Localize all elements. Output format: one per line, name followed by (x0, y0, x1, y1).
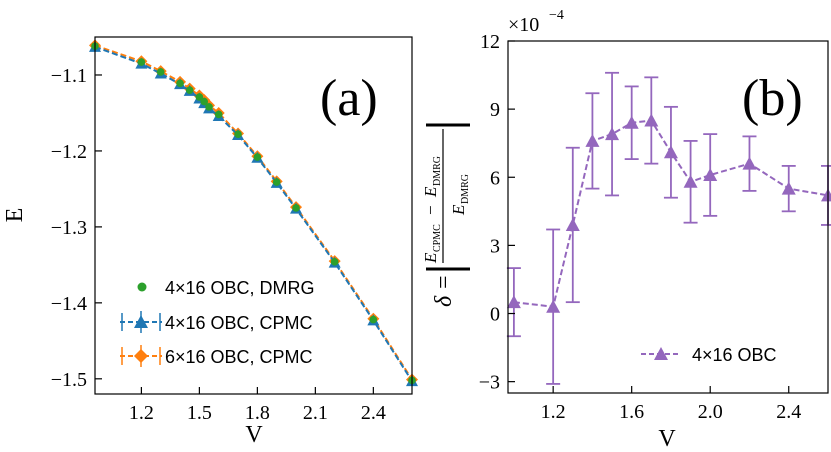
panel-b-xtick-label: 2.4 (776, 401, 801, 423)
panel-a-dmrg-point (200, 97, 209, 106)
panel-b-xlabel: V (658, 426, 676, 452)
panel-b-xtick-label: 1.6 (619, 401, 644, 423)
panel-b-label: (b) (742, 70, 803, 127)
legend-marker-dmrg (137, 282, 147, 292)
panel-a-ytick-label: −1.5 (51, 369, 87, 391)
legend-label-dmrg: 4×16 OBC, DMRG (165, 278, 315, 298)
legend-label-4x16: 4×16 OBC (692, 345, 777, 365)
panel-a-xtick-label: 1.8 (245, 402, 270, 424)
panel-a-dmrg-point (156, 68, 165, 76)
panel-b-point (585, 133, 600, 147)
panel-a-dmrg-point (185, 86, 194, 94)
scale-base: ×10 (508, 14, 539, 36)
ylabel-delta: δ (431, 295, 457, 307)
panel-b-point (644, 113, 659, 127)
panel-a-xtick-label: 2.4 (361, 402, 386, 424)
panel-b-ylabel: δ = E CPMC − E DMRG E DMRG (421, 123, 471, 307)
panel-a-dmrg-point (330, 258, 339, 266)
panel-b-ticks: 1.2 1.6 2.0 2.4 −3 0 3 6 9 12 (479, 31, 802, 423)
panel-a-label: (a) (320, 70, 378, 127)
svg-text:CPMC: CPMC (432, 224, 443, 252)
svg-text:DMRG: DMRG (432, 156, 443, 186)
panel-b-ytick-label: −3 (479, 372, 500, 394)
svg-text:E: E (421, 252, 440, 264)
panel-a-ytick-label: −1.3 (51, 217, 87, 239)
panel-b-point (683, 174, 698, 188)
panel-a-dmrg-point (292, 204, 300, 212)
panel-b-point (506, 295, 521, 309)
panel-a-ytick-label: −1.4 (51, 293, 87, 315)
panel-b-series (506, 71, 831, 385)
panel-a-dmrg-point (369, 315, 378, 324)
panel-a: 1.2 1.5 1.8 2.1 2.4−1.1−1.2−1.3−1.4−1.5 (a) … (2, 36, 418, 448)
panel-a-ticks: 1.2 1.5 1.8 2.1 2.4 −1.1 −1.2 −1.3 −1.4 −1.5 (51, 65, 386, 424)
panel-b-ytick-label: 9 (490, 99, 500, 121)
svg-text:E: E (449, 204, 468, 216)
panel-a-ytick-label: −1.1 (51, 65, 87, 87)
panel-a-ylabel: E (2, 208, 28, 223)
panel-b-xtick-label: 2.0 (698, 401, 723, 423)
panel-b-point (624, 115, 639, 129)
legend-marker-cpmc4 (134, 315, 148, 328)
panel-b: 1.2 1.6 2.0 2.4 −3 0 3 6 9 12 (b) V ×10 −4 δ = E … (421, 8, 831, 452)
panel-a-ytick-label: −1.2 (51, 141, 87, 163)
panel-a-series-line-2 (94, 44, 413, 381)
legend-label-cpmc4: 4×16 OBC, CPMC (165, 313, 313, 333)
panel-b-point (742, 156, 757, 170)
panel-b-xtick-label: 1.2 (541, 401, 566, 423)
panel-a-xtick-label: 1.5 (187, 402, 212, 424)
legend-marker-cpmc6 (134, 349, 148, 363)
panel-a-legend: 4×16 OBC, DMRG 4×16 OBC, CPMC 6×16 OBC, … (120, 278, 315, 367)
panel-a-dmrg-point (176, 79, 184, 88)
panel-b-point (546, 299, 561, 313)
legend-marker-4x16 (654, 347, 668, 360)
svg-text:−: − (421, 205, 440, 215)
panel-b-point (565, 217, 580, 231)
legend-label-cpmc6: 6×16 OBC, CPMC (165, 347, 313, 367)
panel-b-point (663, 145, 678, 159)
panel-a-xlabel: V (245, 422, 263, 448)
svg-text:E: E (421, 186, 440, 198)
panel-b-ytick-label: 6 (490, 167, 500, 189)
svg-text:DMRG: DMRG (460, 174, 471, 204)
panel-b-point (781, 181, 796, 195)
panel-b-ytick-label: 0 (490, 304, 500, 326)
panel-a-dmrg-point (272, 178, 281, 186)
panel-a-frame (94, 36, 413, 395)
panel-a-xtick-label: 1.2 (129, 402, 154, 424)
ylabel-equals: = (431, 275, 457, 289)
panel-a-xtick-label: 2.1 (303, 402, 328, 424)
scale-exponent: −4 (549, 8, 564, 23)
panel-a-series (89, 39, 418, 387)
panel-a-dmrg-point (137, 58, 146, 66)
panel-a-dmrg-point (214, 110, 223, 119)
panel-b-point (605, 127, 620, 141)
panel-b-legend: 4×16 OBC (641, 345, 777, 365)
panel-a-dmrg-point (205, 103, 213, 111)
panel-b-ytick-label: 12 (480, 31, 500, 53)
panel-b-point (703, 167, 718, 181)
panel-a-dmrg-point (195, 93, 204, 101)
panel-a-dmrg-point (234, 130, 242, 139)
panel-b-frame (507, 40, 829, 394)
panel-b-ytick-label: 3 (490, 235, 500, 257)
panel-a-dmrg-point (253, 153, 262, 161)
panel-b-scale-label: ×10 −4 (508, 8, 564, 36)
